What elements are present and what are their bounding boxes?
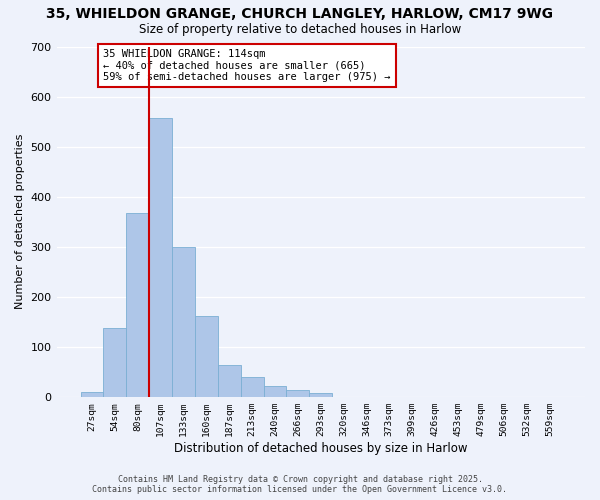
X-axis label: Distribution of detached houses by size in Harlow: Distribution of detached houses by size … bbox=[174, 442, 467, 455]
Text: Size of property relative to detached houses in Harlow: Size of property relative to detached ho… bbox=[139, 22, 461, 36]
Bar bbox=[195, 316, 218, 397]
Text: 35, WHIELDON GRANGE, CHURCH LANGLEY, HARLOW, CM17 9WG: 35, WHIELDON GRANGE, CHURCH LANGLEY, HAR… bbox=[47, 8, 554, 22]
Bar bbox=[286, 390, 310, 397]
Bar bbox=[263, 386, 286, 397]
Bar bbox=[172, 248, 195, 397]
Bar bbox=[103, 328, 127, 397]
Text: Contains HM Land Registry data © Crown copyright and database right 2025.
Contai: Contains HM Land Registry data © Crown c… bbox=[92, 474, 508, 494]
Text: 35 WHIELDON GRANGE: 114sqm
← 40% of detached houses are smaller (665)
59% of sem: 35 WHIELDON GRANGE: 114sqm ← 40% of deta… bbox=[103, 49, 391, 82]
Y-axis label: Number of detached properties: Number of detached properties bbox=[15, 134, 25, 310]
Bar bbox=[310, 393, 332, 397]
Bar bbox=[127, 214, 149, 397]
Bar bbox=[149, 118, 172, 397]
Bar bbox=[218, 364, 241, 397]
Bar bbox=[241, 377, 263, 397]
Bar bbox=[80, 392, 103, 397]
